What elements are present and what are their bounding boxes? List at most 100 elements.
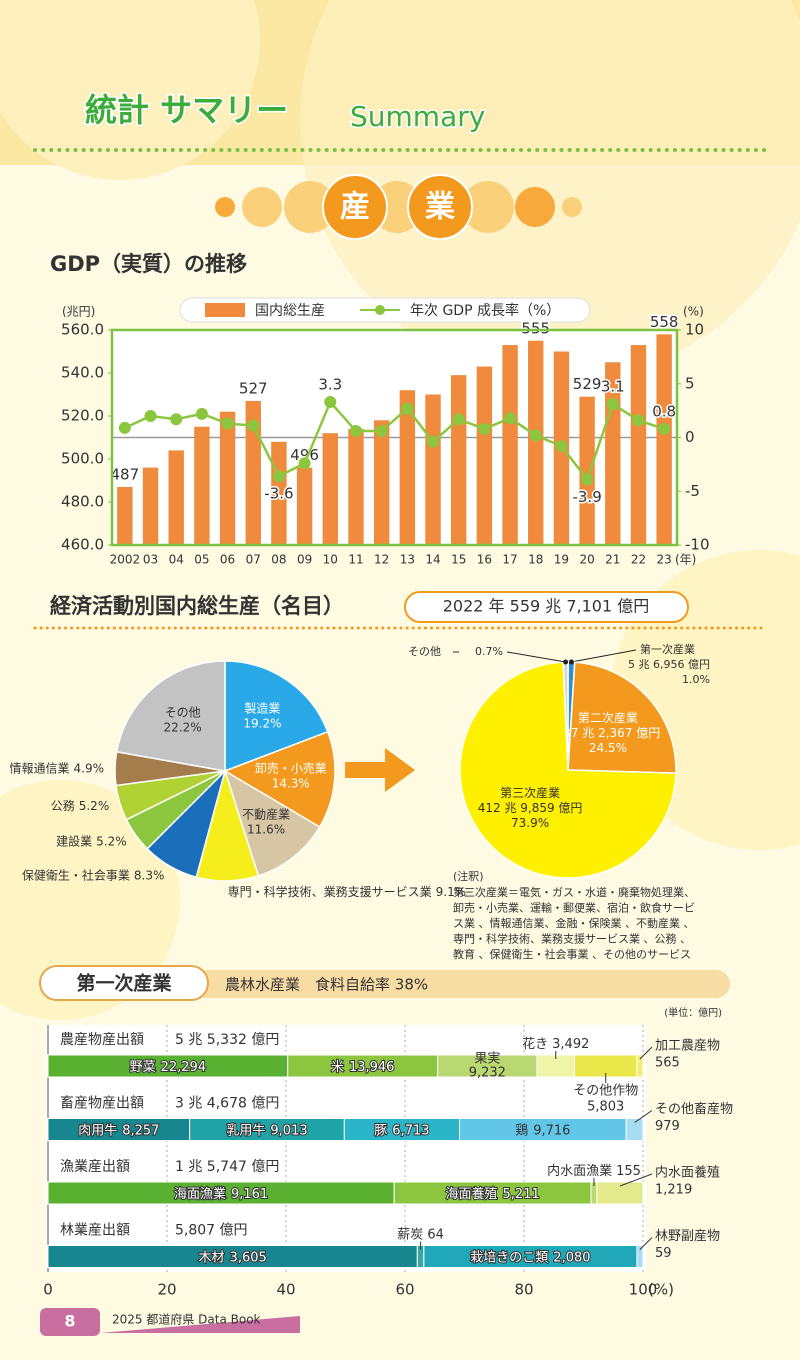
segment-value: 9,161 bbox=[231, 1187, 268, 1202]
slice-label: 第二次産業 bbox=[578, 710, 638, 725]
note-line: 専門・科学技術、業務支援サービス業 、公務 、 bbox=[453, 932, 691, 946]
x-tick-label: 18 bbox=[528, 553, 543, 567]
slice-label: その他 bbox=[408, 645, 441, 658]
bar-segment bbox=[189, 1118, 345, 1141]
slice-value: 8.3% bbox=[134, 868, 165, 882]
slice-value: 4.9% bbox=[74, 761, 105, 775]
x-tick-label: 40 bbox=[276, 1281, 295, 1299]
marker bbox=[658, 422, 671, 435]
segment-value: 9,232 bbox=[469, 1066, 506, 1081]
total-label: 2022 年 559 兆 7,101 億円 bbox=[443, 597, 650, 616]
deco bbox=[0, 780, 180, 1020]
marker bbox=[478, 422, 491, 435]
bar bbox=[219, 411, 236, 545]
bar bbox=[373, 420, 390, 545]
section-pill bbox=[39, 965, 209, 1001]
slice-label: 情報通信業 4.9% bbox=[10, 761, 105, 775]
chart-title: GDP（実質）の推移 bbox=[50, 252, 247, 276]
x-tick-label: 16 bbox=[477, 553, 492, 567]
segment-name: 内水面漁業 bbox=[547, 1163, 612, 1179]
x-tick-label: 60 bbox=[395, 1281, 414, 1299]
x-tick-label: 07 bbox=[246, 553, 261, 567]
bar bbox=[245, 400, 261, 545]
note-line: 卸売・小売業、運輸・郵便業、宿泊・飲食サービ bbox=[453, 901, 695, 915]
pie-slice bbox=[115, 660, 226, 772]
section-subtitle: 農林水産業 食料自給率 38% bbox=[225, 976, 428, 994]
segment-value: 6,713 bbox=[392, 1123, 429, 1138]
legend-swatch bbox=[205, 303, 245, 317]
y-tick-label: 560.0 bbox=[61, 321, 104, 339]
x-tick-label: 11 bbox=[348, 553, 363, 567]
segment-value: 979 bbox=[655, 1119, 680, 1134]
y2-tick-label: -10 bbox=[685, 536, 710, 554]
bar-segment bbox=[636, 1245, 644, 1268]
pie-slice bbox=[567, 661, 677, 774]
marker bbox=[221, 417, 234, 430]
slice-label: 1.0% bbox=[682, 673, 710, 686]
x-tick-label: 05 bbox=[194, 553, 209, 567]
bar bbox=[425, 394, 441, 545]
slice-label: 専門・科学技術、業務支援サービス業 9.1% bbox=[228, 883, 467, 898]
segment-label: 内水面漁業 155 bbox=[547, 1163, 641, 1179]
slice-label: 不動産業 bbox=[242, 807, 290, 822]
slice-label: 11.6% bbox=[247, 823, 285, 837]
segment-value: 22,294 bbox=[161, 1060, 207, 1075]
bar bbox=[117, 486, 133, 545]
bar bbox=[348, 428, 364, 545]
note-line: ス業 、情報通信業、金融・保険業 、不動産業 、 bbox=[453, 916, 695, 930]
segment-value: 13,946 bbox=[349, 1060, 395, 1075]
x-tick-label: 13 bbox=[400, 553, 415, 567]
marker bbox=[529, 429, 542, 442]
segment-label: 海面漁業 9,161 bbox=[174, 1186, 268, 1202]
bar-segment bbox=[596, 1181, 644, 1205]
marker bbox=[349, 425, 362, 438]
slice-label: 建設業 5.2% bbox=[56, 833, 127, 848]
leader-line bbox=[619, 1173, 653, 1187]
segment-name: 米 bbox=[331, 1060, 344, 1075]
marker bbox=[118, 421, 131, 434]
deco bbox=[0, 0, 260, 180]
segment-label: 果実 bbox=[474, 1051, 500, 1067]
bar-segment bbox=[47, 1118, 191, 1141]
note-title: (注釈) bbox=[453, 869, 484, 883]
section-title: 産 bbox=[340, 190, 370, 225]
segment-label: 肉用牛 8,257 bbox=[78, 1123, 159, 1138]
bar bbox=[476, 366, 493, 545]
bar bbox=[451, 375, 467, 545]
segment-name: 豚 bbox=[374, 1123, 387, 1138]
bar bbox=[399, 390, 416, 545]
section-deco bbox=[215, 174, 582, 240]
segment-label: 薪炭 64 bbox=[397, 1227, 444, 1242]
marker bbox=[195, 407, 208, 420]
slice-label: その他 bbox=[165, 705, 201, 719]
marker bbox=[555, 440, 568, 453]
total-badge bbox=[404, 591, 689, 623]
slice-label: 14.3% bbox=[272, 777, 310, 791]
x-tick-label: 10 bbox=[323, 553, 338, 567]
x-tick-label: 08 bbox=[271, 553, 286, 567]
note-line: 第三次産業＝電気・ガス・水道・廃棄物処理業、 bbox=[453, 885, 695, 899]
marker bbox=[427, 435, 440, 448]
page-box bbox=[40, 1308, 100, 1336]
point-label: -3.9 bbox=[572, 488, 601, 506]
marker bbox=[504, 412, 517, 425]
x-tick-label: 06 bbox=[220, 553, 235, 567]
y-tick-label: 480.0 bbox=[61, 493, 104, 511]
slice-value: 5.2% bbox=[79, 799, 110, 813]
segment-name: 海面養殖 bbox=[446, 1186, 498, 1202]
section-bar bbox=[40, 970, 730, 998]
segment-name: 鶏 bbox=[515, 1123, 528, 1138]
bar bbox=[579, 396, 595, 545]
segment-value: 64 bbox=[427, 1227, 444, 1242]
segment-name: 乳用牛 bbox=[226, 1123, 265, 1138]
unit-label: (単位：億円) bbox=[664, 1006, 722, 1019]
marker bbox=[298, 457, 311, 470]
segment-value: 1,219 bbox=[655, 1183, 692, 1198]
y-axis-label: (兆円) bbox=[62, 305, 95, 319]
plot-frame bbox=[110, 328, 679, 547]
x-axis-label: (年) bbox=[675, 553, 696, 567]
row-total: 5,807 億円 bbox=[175, 1223, 248, 1239]
point-label: 3.1 bbox=[601, 378, 625, 396]
page-subtitle: Summary bbox=[350, 100, 485, 133]
segment-label: 林野副産物 bbox=[655, 1228, 720, 1244]
